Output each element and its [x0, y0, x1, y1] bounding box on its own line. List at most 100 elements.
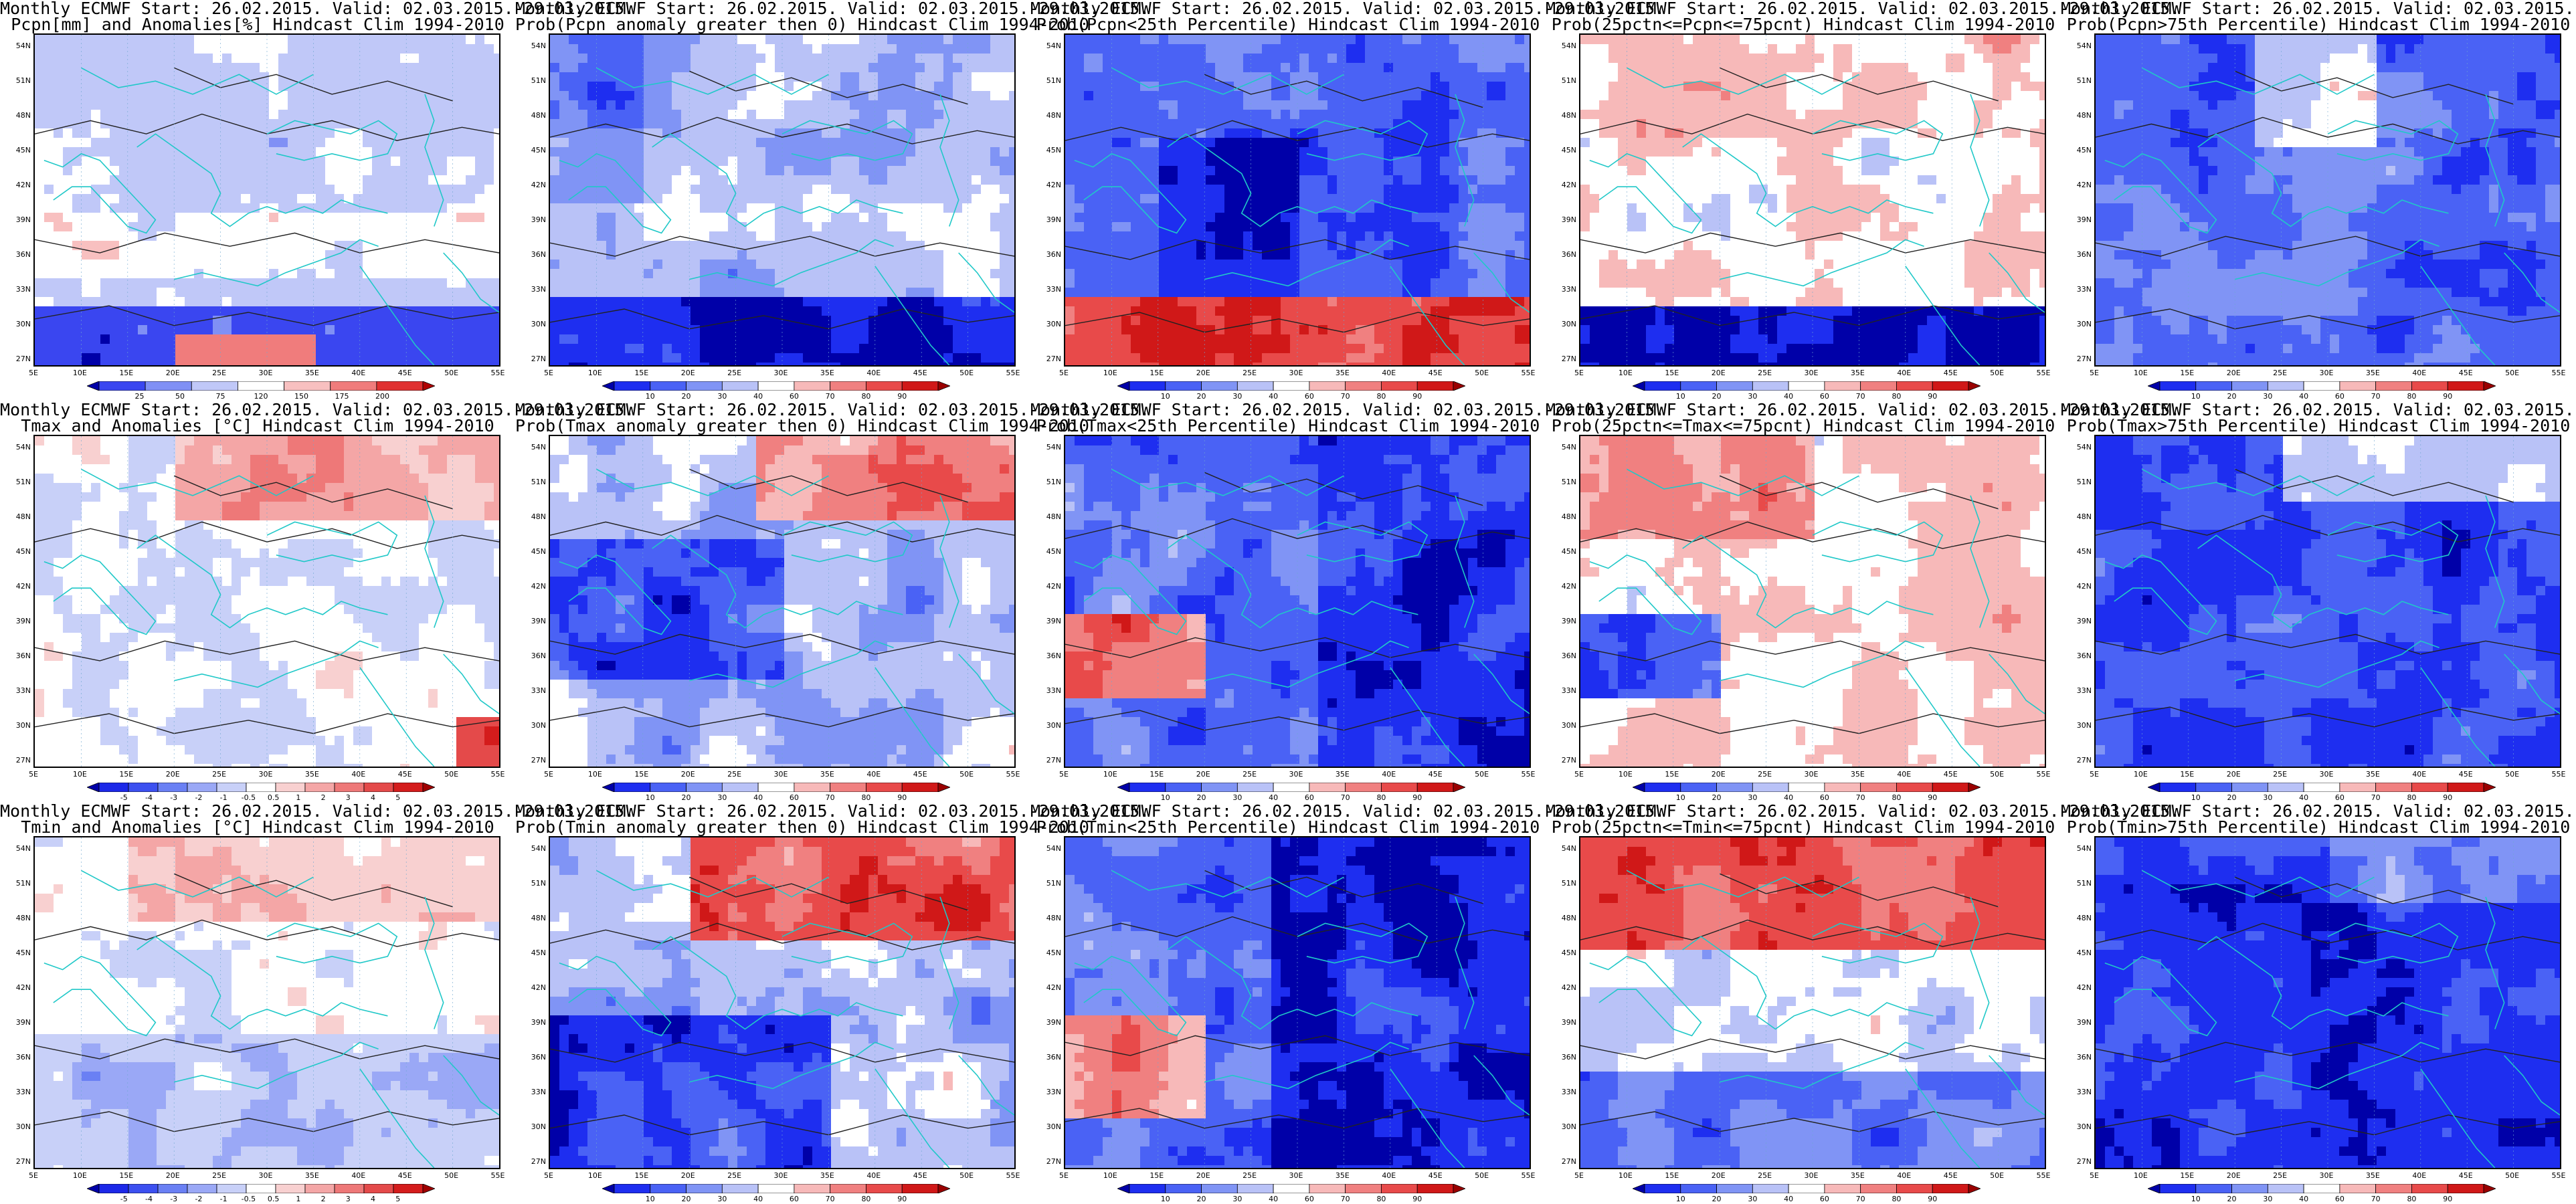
lon-tick-label: 15E: [1143, 770, 1170, 779]
coastline: [266, 120, 398, 161]
coastline: [596, 468, 829, 496]
forecast-map: [2094, 836, 2561, 1169]
map-field: [1580, 436, 2045, 767]
color-bar-swatch: [830, 381, 866, 391]
color-bar-swatch: [794, 1184, 831, 1193]
lon-tick-label: 45E: [907, 770, 933, 779]
color-bar-label: 10: [637, 392, 664, 401]
lon-tick-label: 10E: [581, 1171, 608, 1180]
coastline: [81, 468, 314, 496]
contour-line: [2096, 514, 2560, 542]
color-bar-label: 70: [1847, 392, 1874, 401]
lat-tick-label: 54N: [527, 443, 546, 452]
color-bar-swatch: [393, 783, 424, 792]
color-bar-swatch: [2483, 381, 2496, 391]
lat-tick-label: 42N: [527, 983, 546, 992]
color-bar-swatch: [1860, 1184, 1897, 1193]
panel-title: Monthly ECMWF Start: 26.02.2015. Valid: …: [2061, 803, 2576, 820]
coastline: [1720, 239, 1924, 287]
lon-tick-label: 15E: [628, 1171, 655, 1180]
contour-line: [550, 235, 1014, 257]
color-bar-swatch: [1644, 381, 1681, 391]
lon-tick-label: 20E: [1705, 1171, 1732, 1180]
lat-tick-label: 51N: [2073, 478, 2092, 486]
contour-line: [1065, 312, 1530, 333]
color-bar-swatch: [1932, 1184, 1969, 1193]
lat-tick-label: 36N: [527, 651, 546, 660]
coastline: [652, 534, 903, 629]
contour-line: [1065, 1108, 1530, 1129]
color-bar-swatch: [1381, 381, 1418, 391]
color-bar-label: 90: [2434, 1195, 2461, 1203]
forecast-panel: Monthly ECMWF Start: 26.02.2015. Valid: …: [1546, 0, 2180, 401]
color-bar-label: 4: [360, 1195, 387, 1203]
lat-tick-label: 30N: [12, 320, 31, 328]
lon-tick-label: 45E: [1422, 770, 1449, 779]
color-bar-label: 60: [1811, 793, 1838, 802]
coastline: [2235, 239, 2440, 287]
lat-tick-label: 33N: [1042, 285, 1061, 294]
lat-tick-label: 54N: [2073, 443, 2092, 452]
panel-subtitle: Prob(Tmax anomaly greater then 0) Hindca…: [515, 417, 1089, 435]
color-bar-label: 20: [673, 1195, 700, 1203]
color-bar-swatch: [1381, 783, 1418, 792]
color-bar-swatch: [422, 1184, 435, 1193]
lon-tick-label: 35E: [814, 1171, 840, 1180]
color-bar-swatch: [1932, 783, 1969, 792]
color-bar-swatch: [1896, 381, 1933, 391]
lon-tick-label: 40E: [1376, 369, 1402, 377]
color-bar-swatch: [1860, 381, 1897, 391]
lon-tick-label: 5E: [2081, 369, 2108, 377]
lon-tick-label: 5E: [1050, 770, 1077, 779]
color-bar-label: 40: [1775, 1195, 1802, 1203]
color-bar-label: 20: [1188, 793, 1215, 802]
contour-line: [35, 713, 499, 734]
color-bar-swatch: [1824, 1184, 1861, 1193]
coastline: [1989, 1055, 2045, 1116]
lon-tick-label: 10E: [66, 369, 93, 377]
color-bar-swatch: [87, 381, 100, 391]
lat-tick-label: 45N: [1558, 146, 1576, 155]
lat-tick-label: 27N: [527, 1157, 546, 1166]
color-bar-swatch: [2303, 381, 2340, 391]
contour-line: [1204, 472, 1483, 506]
color-bar-label: 60: [781, 793, 808, 802]
color-bar-swatch: [2159, 783, 2197, 792]
lat-tick-label: 51N: [1558, 879, 1576, 888]
panel-subtitle: Prob(Tmin anomaly greater then 0) Hindca…: [515, 819, 1089, 836]
lat-tick-label: 30N: [1042, 1122, 1061, 1131]
color-bar-label: 80: [1883, 793, 1910, 802]
color-bar-label: 20: [1704, 1195, 1730, 1203]
color-bar-label: 40: [2290, 793, 2317, 802]
coastline: [2104, 955, 2217, 1037]
lon-tick-label: 40E: [2406, 369, 2433, 377]
coastline: [1167, 133, 1418, 227]
lat-tick-label: 27N: [1042, 756, 1061, 765]
color-bar-swatch: [1273, 381, 1310, 391]
lat-tick-label: 48N: [1042, 111, 1061, 120]
color-bar-swatch: [330, 381, 377, 391]
color-bar: [2148, 1184, 2496, 1193]
coastline: [652, 936, 903, 1030]
color-bar-label: 5: [385, 1195, 411, 1203]
lat-tick-label: 48N: [527, 512, 546, 521]
color-bar: [1633, 783, 1981, 792]
color-bar-swatch: [191, 381, 238, 391]
lat-tick-label: 27N: [2073, 756, 2092, 765]
color-bar-swatch: [721, 783, 759, 792]
color-bar-swatch: [1716, 1184, 1753, 1193]
lon-tick-label: 45E: [1422, 369, 1449, 377]
lon-tick-label: 55E: [2030, 770, 2057, 779]
lon-tick-label: 5E: [2081, 1171, 2108, 1180]
coastline: [1074, 153, 1187, 234]
lon-tick-label: 55E: [484, 1171, 511, 1180]
contour-line: [1580, 1038, 2045, 1060]
coastline: [1970, 896, 1990, 1029]
color-bar-label: 80: [852, 1195, 879, 1203]
lon-tick-label: 20E: [674, 770, 701, 779]
color-bar-swatch: [650, 1184, 686, 1193]
forecast-panel: Monthly ECMWF Start: 26.02.2015. Valid: …: [2061, 803, 2576, 1204]
color-bar-label: 40: [1775, 392, 1802, 401]
color-bar-swatch: [1968, 1184, 1981, 1193]
color-bar-swatch: [1453, 783, 1465, 792]
